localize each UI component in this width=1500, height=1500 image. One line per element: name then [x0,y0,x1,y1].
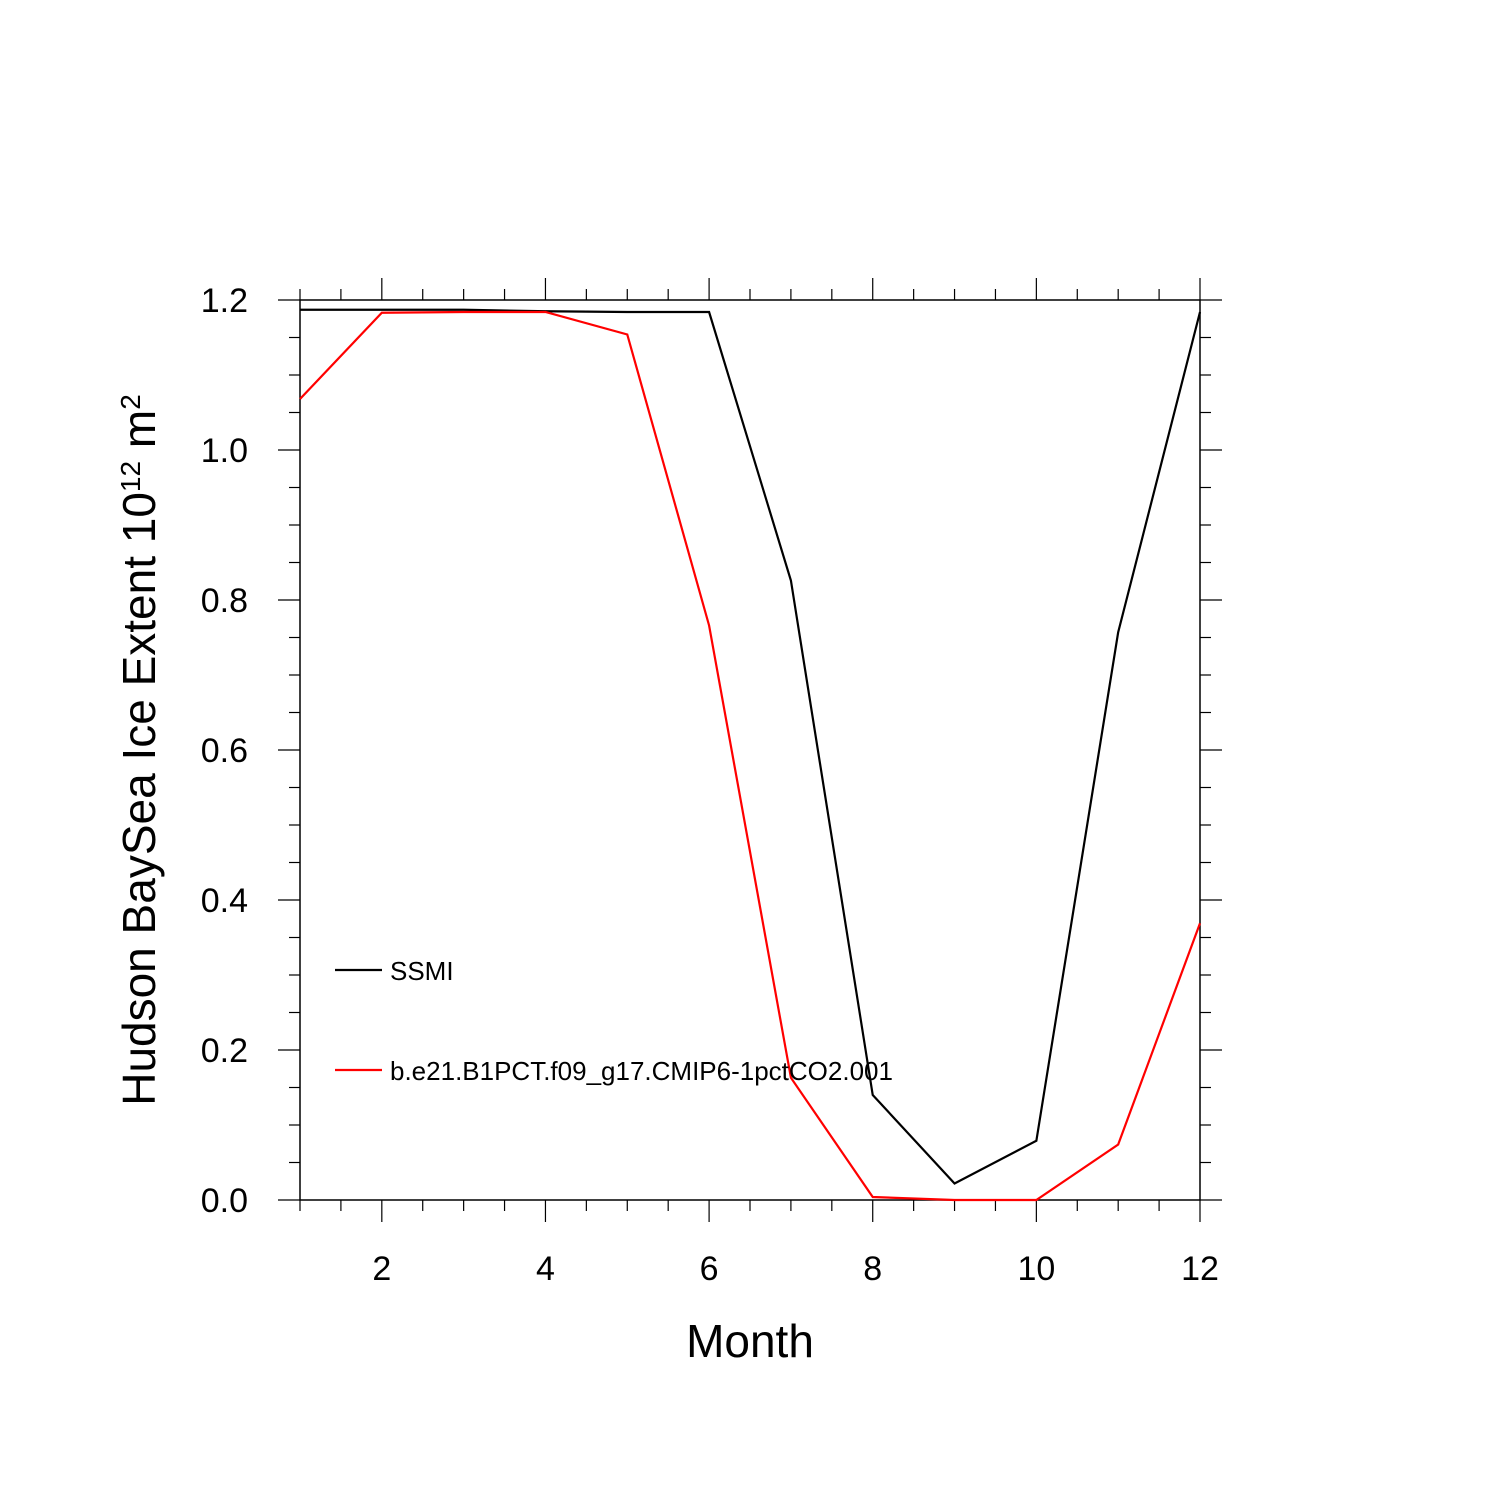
y-tick-label: 1.0 [201,432,248,470]
series-lines [299,308,1202,1202]
x-axis-title: Month [686,1315,814,1367]
y-axis-title-main: Hudson BaySea Ice Extent 10 [113,492,165,1106]
y-tick-label: 0.4 [201,882,248,920]
y-axis-title: Hudson BaySea Ice Extent 1012 m2 [113,394,165,1106]
y-tick-label: 0.6 [201,732,248,770]
axis-tick-labels: 2 4 6 8 10 12 0.0 0.2 0.4 0.6 0.8 1.0 1.2 [201,282,1219,1288]
x-tick-label: 4 [536,1250,555,1288]
x-tick-label: 8 [863,1250,882,1288]
series-line-0 [300,308,1202,1185]
axis-ticks [278,278,1222,1222]
legend-label-0: SSMI [390,956,454,986]
y-tick-label: 0.0 [201,1182,248,1220]
y-tick-label: 0.8 [201,582,248,620]
y-tick-label: 1.2 [201,282,248,320]
y-axis-title-unit-exponent: 2 [115,394,146,410]
legend-label-1: b.e21.B1PCT.f09_g17.CMIP6-1pctCO2.001 [390,1056,893,1086]
x-tick-label: 6 [700,1250,719,1288]
x-tick-label: 10 [1017,1250,1055,1288]
y-axis-title-exponent: 12 [115,461,146,492]
y-tick-label: 0.2 [201,1032,248,1070]
series-line-1 [299,310,1202,1202]
legend: SSMI b.e21.B1PCT.f09_g17.CMIP6-1pctCO2.00… [335,956,893,1086]
y-axis-title-unit: m [113,410,165,461]
x-tick-label: 12 [1181,1250,1219,1288]
x-tick-label: 2 [372,1250,391,1288]
